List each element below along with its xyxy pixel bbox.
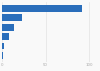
Bar [2, 52, 3, 59]
Bar [2, 24, 14, 31]
Bar [2, 43, 4, 49]
Bar [2, 5, 82, 12]
Bar [2, 33, 9, 40]
Bar [2, 14, 22, 21]
